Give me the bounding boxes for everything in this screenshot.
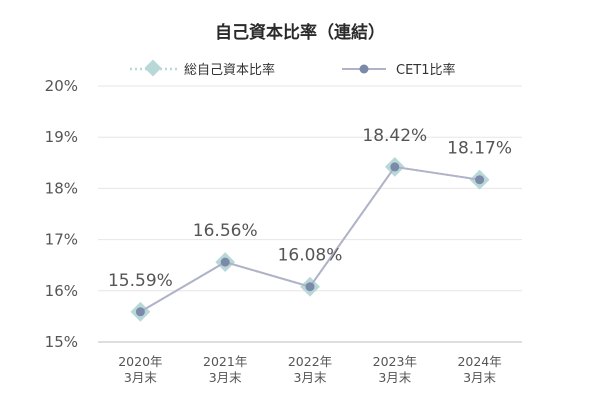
- x-tick-label: 2024年 3月末: [457, 354, 501, 385]
- data-point-circle: [475, 175, 485, 185]
- x-axis: 2020年 3月末 2021年 3月末 2022年 3月末 2023年 3月末 2024年 3月末: [118, 354, 502, 385]
- y-tick-label: 20%: [45, 77, 78, 95]
- data-label: 18.17%: [447, 139, 512, 159]
- y-axis: 15% 16% 17% 18% 19% 20%: [45, 77, 78, 351]
- legend-swatch-circle: [359, 64, 369, 74]
- x-tick-label: 2021年 3月末: [203, 354, 247, 385]
- y-tick-label: 16%: [45, 282, 78, 300]
- grid: [98, 85, 522, 343]
- data-point-circle: [305, 282, 315, 292]
- y-tick-label: 19%: [45, 128, 78, 146]
- legend-label: CET1比率: [396, 62, 456, 78]
- data-point-circle: [390, 162, 400, 172]
- legend: 総自己資本比率 CET1比率: [130, 59, 456, 78]
- data-labels: 15.59% 16.56% 16.08% 18.42% 18.17%: [108, 126, 512, 291]
- chart-title: 自己資本比率（連結）: [215, 22, 385, 43]
- x-tick-label: 2022年 3月末: [288, 354, 332, 385]
- data-label: 16.56%: [193, 221, 258, 241]
- legend-item-cet1: CET1比率: [342, 62, 456, 78]
- y-tick-label: 15%: [45, 333, 78, 351]
- y-tick-label: 17%: [45, 231, 78, 249]
- data-label: 18.42%: [362, 126, 427, 146]
- x-tick-label: 2023年 3月末: [373, 354, 417, 385]
- data-point-circle: [220, 257, 230, 267]
- legend-label: 総自己資本比率: [184, 62, 275, 78]
- legend-swatch-diamond: [144, 59, 162, 77]
- data-point-circle: [135, 307, 145, 317]
- legend-item-total-capital: 総自己資本比率: [130, 59, 275, 78]
- x-tick-label: 2020年 3月末: [118, 354, 162, 385]
- y-tick-label: 18%: [45, 179, 78, 197]
- data-label: 15.59%: [108, 271, 173, 291]
- data-label: 16.08%: [278, 246, 343, 266]
